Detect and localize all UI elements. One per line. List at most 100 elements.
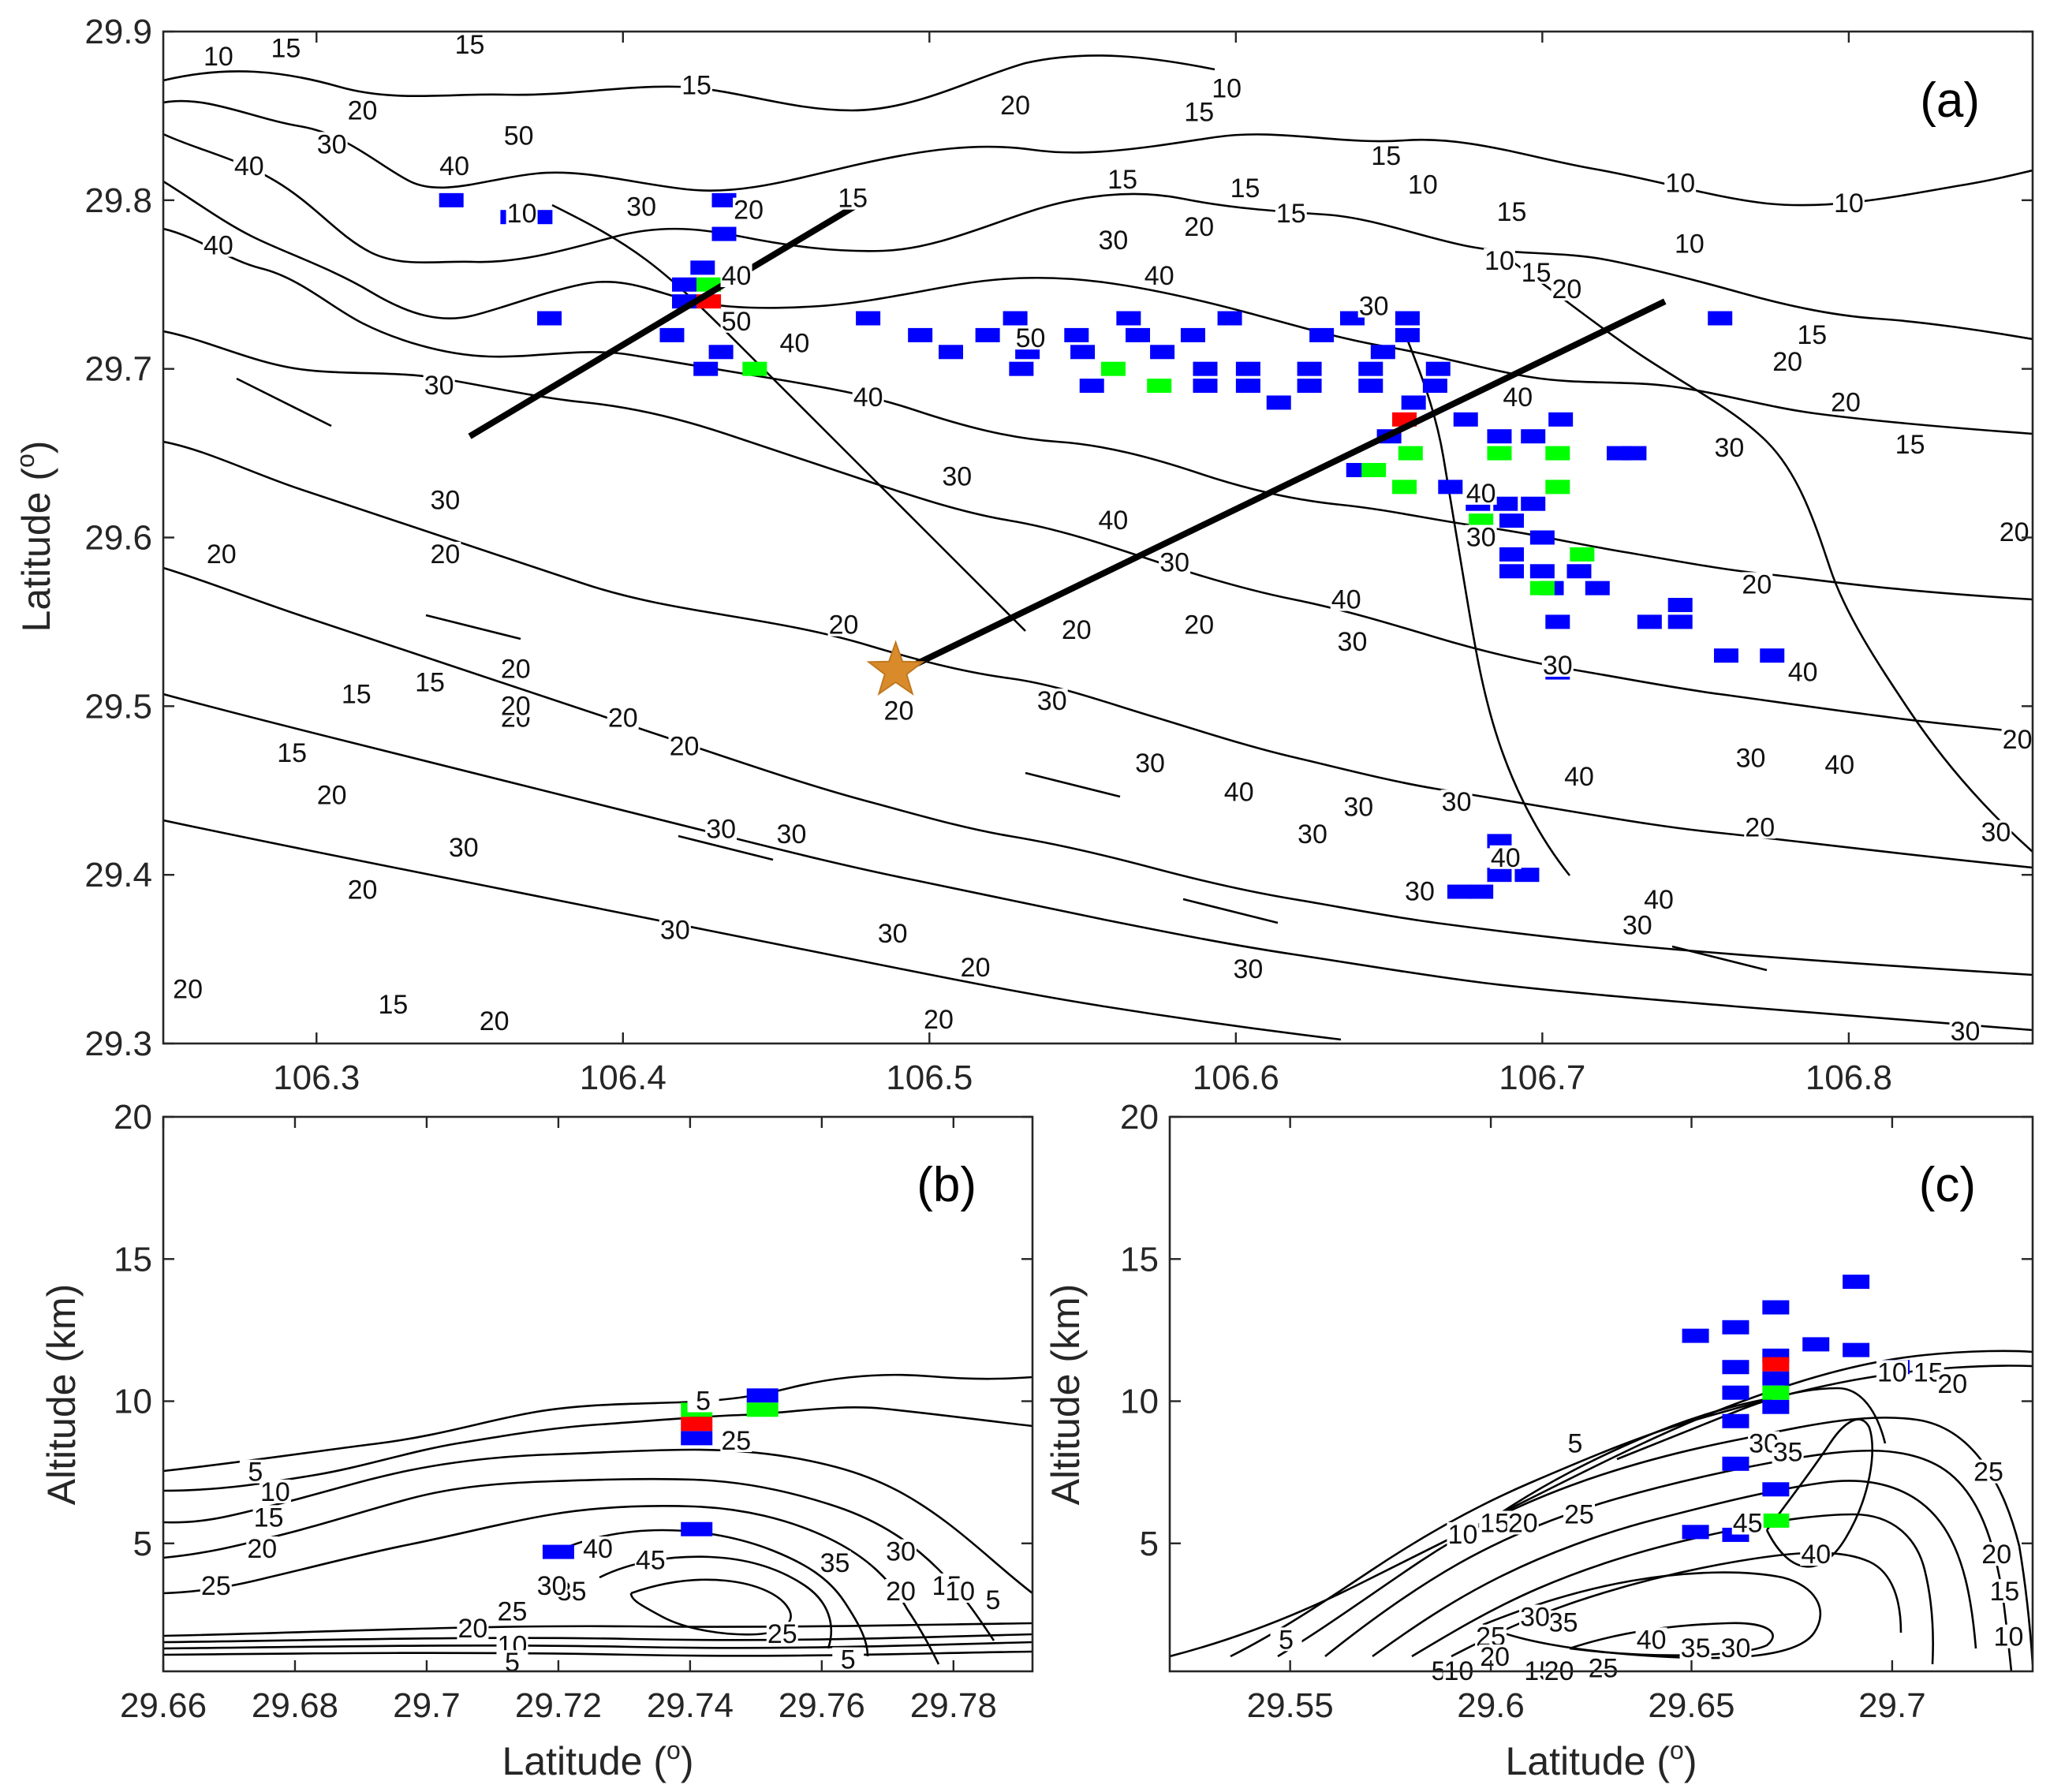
contour-label: 30 <box>1622 910 1652 940</box>
contour-label: 20 <box>348 96 378 126</box>
contour-label-bg <box>1679 1636 1712 1660</box>
panel-a-cell-green <box>1147 379 1172 394</box>
contour-label-bg <box>429 541 461 566</box>
contour-label-bg <box>1551 277 1583 301</box>
contour-label-bg <box>1832 191 1865 215</box>
contour-label-bg <box>414 670 446 694</box>
panel-a-cell-blue <box>1487 868 1512 883</box>
contour-label: 15 <box>1797 320 1827 350</box>
contour-label-bg <box>1229 175 1261 200</box>
contour-label: 30 <box>1338 627 1368 657</box>
contour-label: 15 <box>415 667 445 697</box>
contour-label: 15 <box>1371 141 1401 171</box>
contour-label-bg <box>1787 659 1819 684</box>
panel-a-cell-blue <box>711 192 737 207</box>
contour-label: 30 <box>1520 1603 1550 1633</box>
contour-label: 15 <box>1497 197 1527 227</box>
contour-label-bg <box>1635 1627 1667 1652</box>
panel-a-cell-green <box>1545 480 1570 495</box>
contour-label: 30 <box>706 814 736 844</box>
contour-label: 30 <box>1343 793 1373 823</box>
y-tick-label: 5 <box>1140 1525 1159 1563</box>
panel-a-cell-blue <box>1667 598 1693 613</box>
contour-label-bg <box>1741 572 1773 596</box>
contour-label: 40 <box>853 383 883 413</box>
contour-label: 15 <box>681 70 711 100</box>
contour-label: 15 <box>271 33 301 63</box>
panel-a-cell-blue <box>1235 379 1260 394</box>
contour-label: 15 <box>1895 430 1925 460</box>
panel-a-cell-green <box>1100 361 1126 376</box>
panel-a-cell-blue <box>693 361 719 376</box>
panel-a-cell-blue <box>1150 345 1175 360</box>
y-tick-label: 29.6 <box>84 519 152 558</box>
contour-label-bg <box>1183 99 1215 124</box>
contour-label: 15 <box>1480 1509 1510 1539</box>
panel-c-cell-blue <box>1762 1371 1790 1386</box>
contour-label: 30 <box>1359 292 1389 322</box>
x-tick-label: 106.3 <box>273 1058 360 1097</box>
contour-label: 30 <box>660 916 690 946</box>
panel-a-cells <box>439 192 1785 899</box>
contour-label: 20 <box>1831 387 1861 417</box>
contour-label-bg <box>1370 144 1402 168</box>
contour-label: 10 <box>1484 246 1514 276</box>
x-tick-label: 29.65 <box>1648 1686 1734 1725</box>
panel-a-cell-blue <box>1667 614 1693 629</box>
panel-c-frame <box>1168 1115 2034 1673</box>
contour-label: 5 <box>841 1645 856 1675</box>
contour-label-bg <box>1465 480 1497 505</box>
contour-label: 30 <box>942 462 972 492</box>
x-tick-label: 29.68 <box>252 1686 338 1725</box>
contour-label: 25 <box>1973 1458 2003 1488</box>
contour-label: 15 <box>277 738 307 768</box>
panel-a-cell-blue <box>690 260 715 275</box>
panel-c-cell-blue <box>1722 1320 1749 1335</box>
contour-label: 20 <box>173 975 203 1005</box>
contour-label-bg <box>252 1505 285 1529</box>
panel-a-cell-blue <box>1487 834 1512 849</box>
panel-a-cell-blue <box>1193 379 1218 394</box>
contour-label: 40 <box>722 261 752 291</box>
panel-c-tag: (c) <box>1919 1158 1976 1212</box>
contour-label: 40 <box>204 231 233 261</box>
contour-label-bg <box>1664 170 1697 195</box>
contour-label: 30 <box>1951 1017 1981 1047</box>
contour-label: 20 <box>1508 1509 1538 1539</box>
contour-label: 35 <box>1681 1633 1711 1663</box>
contour-label-bg <box>1563 1502 1596 1526</box>
contour-label-bg <box>1772 1439 1804 1464</box>
contour-label: 30 <box>1442 787 1472 817</box>
contour-label-bg <box>447 834 480 859</box>
x-tick-label: 29.55 <box>1247 1686 1334 1725</box>
contour-label-bg <box>1014 326 1047 350</box>
contour-label-bg <box>1107 167 1139 192</box>
contour-label-bg <box>1134 751 1167 775</box>
contour-label-bg <box>625 194 658 218</box>
contour-label: 5 <box>505 1648 520 1678</box>
contour-label-bg <box>1772 349 1804 374</box>
contour-label-bg <box>1060 618 1092 642</box>
panel-a-cell-blue <box>1079 379 1104 394</box>
contour-label-bg <box>944 1579 976 1603</box>
panel-a-cell-blue <box>1566 564 1592 579</box>
panel-a-cell-blue <box>1529 530 1555 545</box>
panel-c-cell-green <box>1762 1385 1790 1400</box>
contour-label-bg <box>200 1573 232 1597</box>
contour-label: 20 <box>734 196 764 226</box>
contour-label-bg <box>439 154 471 178</box>
panel-a-cell-blue <box>856 311 881 326</box>
contour-label: 30 <box>1714 433 1744 463</box>
panel-a-cell-blue <box>975 327 1000 342</box>
y-tick-label: 20 <box>1120 1098 1159 1137</box>
x-tick-label: 106.8 <box>1805 1058 1892 1097</box>
contour-label: 10 <box>507 199 537 229</box>
panel-a-cell-blue <box>1422 379 1447 394</box>
contour-label-bg <box>496 1599 528 1623</box>
contour-label: 45 <box>1733 1509 1763 1539</box>
panel-a-cell-blue <box>1235 361 1260 376</box>
panel-a-cell-blue <box>1003 311 1028 326</box>
contour-label-bg <box>1475 1624 1507 1648</box>
contour-label-bg <box>454 32 486 57</box>
